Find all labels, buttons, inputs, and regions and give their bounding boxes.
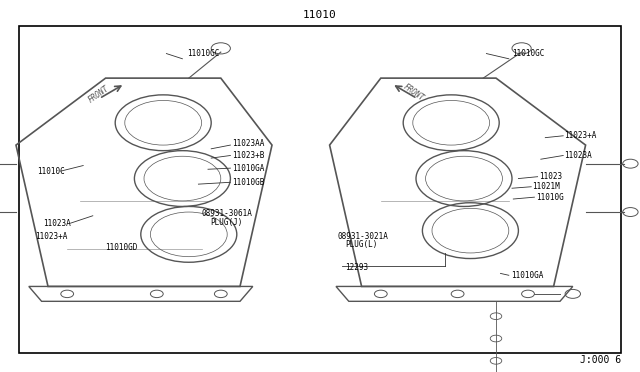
Text: 11010GC: 11010GC — [187, 49, 220, 58]
Text: PLUG(J): PLUG(J) — [210, 218, 243, 227]
Text: 11023+A: 11023+A — [564, 131, 597, 140]
Text: 11010C: 11010C — [37, 167, 65, 176]
Text: 08931-3061A: 08931-3061A — [202, 209, 252, 218]
Text: 11023AA: 11023AA — [232, 139, 265, 148]
Text: 11010GA: 11010GA — [511, 271, 543, 280]
Text: 11023+B: 11023+B — [232, 151, 265, 160]
Text: 11023A: 11023A — [44, 219, 71, 228]
Text: 11010GA: 11010GA — [232, 164, 265, 173]
Text: 11021M: 11021M — [532, 182, 560, 191]
FancyBboxPatch shape — [19, 26, 621, 353]
Text: 11010G: 11010G — [536, 193, 563, 202]
Text: 11010: 11010 — [303, 10, 337, 20]
Text: 12293: 12293 — [346, 263, 369, 272]
Text: 11010GB: 11010GB — [232, 178, 265, 187]
Text: 11023A: 11023A — [564, 151, 592, 160]
Text: FRONT: FRONT — [401, 82, 426, 102]
Text: 11010GD: 11010GD — [106, 243, 138, 252]
Text: PLUG(L): PLUG(L) — [346, 240, 378, 249]
Text: 11023+A: 11023+A — [35, 232, 68, 241]
Text: J:000 6: J:000 6 — [580, 355, 621, 365]
Text: 11023: 11023 — [539, 172, 562, 181]
Text: FRONT: FRONT — [86, 84, 111, 104]
Text: 08931-3021A: 08931-3021A — [338, 232, 388, 241]
Text: 11010GC: 11010GC — [512, 49, 545, 58]
